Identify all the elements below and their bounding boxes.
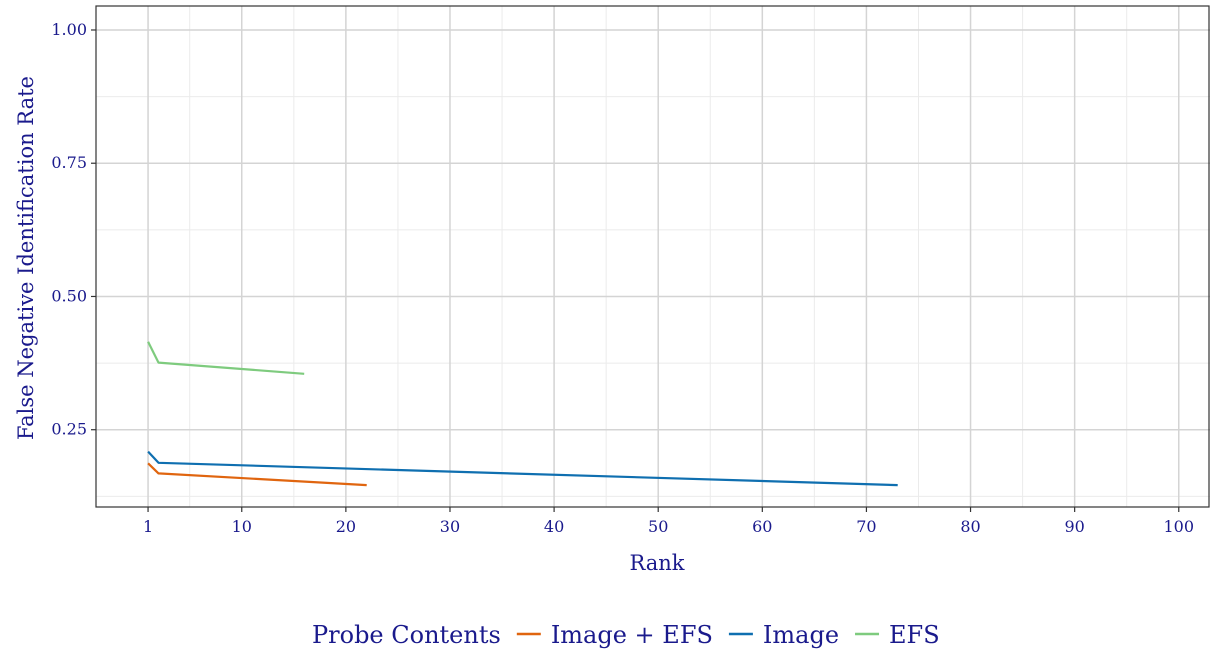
- x-tick-label: 100: [1163, 517, 1194, 536]
- x-tick-label: 80: [960, 517, 980, 536]
- x-axis-title: Rank: [629, 551, 684, 575]
- legend-label-efs: EFS: [889, 621, 940, 649]
- legend-label-image-efs: Image + EFS: [551, 621, 713, 649]
- y-tick-label: 0.25: [51, 420, 87, 439]
- minor-gridlines: [96, 6, 1210, 507]
- series-lines: [147, 341, 898, 487]
- x-tick-label: 30: [440, 517, 460, 536]
- y-tick-label: 0.75: [51, 153, 87, 172]
- x-tick-label: 10: [232, 517, 252, 536]
- series-line-image-efs: [147, 462, 367, 487]
- major-gridlines: [96, 6, 1210, 507]
- legend-title: Probe Contents: [312, 621, 501, 649]
- plot-panel-border: [95, 5, 1210, 508]
- x-tick-label: 90: [1064, 517, 1084, 536]
- legend-label-image: Image: [763, 621, 839, 649]
- x-tick-label: 50: [648, 517, 668, 536]
- x-tick-label: 70: [856, 517, 876, 536]
- y-tick-label: 0.50: [51, 286, 87, 305]
- x-tick-label: 60: [752, 517, 772, 536]
- legend: Probe Contents Image + EFS Image EFS: [312, 621, 940, 649]
- y-axis-ticks: 0.25 0.50 0.75 1.00: [51, 20, 96, 439]
- x-tick-label: 1: [143, 517, 153, 536]
- x-axis-ticks: 1 10 20 30 40 50 60 70 80 90 100: [143, 507, 1194, 536]
- x-tick-label: 40: [544, 517, 564, 536]
- y-tick-label: 1.00: [51, 20, 87, 39]
- y-axis-title: False Negative Identification Rate: [14, 76, 38, 440]
- series-line-image: [147, 450, 898, 487]
- x-tick-label: 20: [336, 517, 356, 536]
- series-line-efs: [147, 341, 305, 375]
